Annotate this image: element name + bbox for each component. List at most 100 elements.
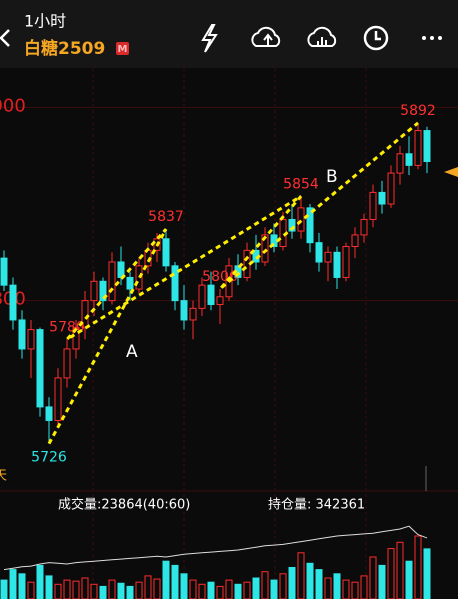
high-label: 5892 (400, 103, 436, 119)
candle-body (198, 284, 206, 309)
volume-bar (189, 579, 197, 599)
volume-bar (270, 579, 278, 599)
volume-bar (90, 583, 98, 599)
volume-bar (36, 564, 44, 599)
volume-bar (378, 564, 386, 599)
candle-body (207, 284, 215, 305)
candle-body (72, 327, 80, 350)
open-interest-line (3, 525, 428, 571)
volume-bar (153, 578, 161, 599)
candle-body (297, 207, 305, 232)
volume-bar (315, 569, 323, 599)
high-label: 5854 (283, 176, 319, 192)
candle-body (315, 242, 323, 263)
wave-label: A (126, 342, 138, 362)
volume-bar (54, 583, 62, 599)
candle-body (378, 191, 386, 205)
volume-bar (9, 569, 17, 599)
candle-body (405, 153, 413, 166)
volume-bar (333, 573, 341, 599)
clock-icon[interactable] (363, 25, 389, 51)
high-label: 5806 (202, 269, 238, 285)
candle-body (387, 172, 395, 205)
cloud-sync-arrow (263, 33, 273, 45)
cloud-indicator-bars (317, 37, 327, 46)
volume-bar (351, 581, 359, 599)
candle-body (324, 251, 332, 263)
volume-bar (207, 581, 215, 599)
volume-bar (135, 581, 143, 599)
clock-hands (374, 31, 381, 41)
volume-bar (72, 580, 80, 599)
volume-bar (81, 577, 89, 599)
cloud-indicator-icon[interactable] (307, 26, 337, 47)
volume-bar (225, 579, 233, 599)
candle-body (36, 329, 44, 408)
volume-bar (216, 585, 224, 599)
candle-body (288, 218, 296, 232)
volume-bar (243, 581, 251, 599)
candle-body (171, 265, 179, 302)
candle-body (333, 251, 341, 278)
volume-bar (360, 575, 368, 599)
candle-body (0, 257, 8, 286)
candle-body (63, 348, 71, 379)
candle-body (54, 377, 62, 421)
candle-body (45, 406, 53, 421)
open-interest-title: 持仓量: 342361 (268, 498, 365, 513)
candle-body (18, 319, 26, 350)
candle-body (306, 207, 314, 244)
candle-body (261, 234, 269, 263)
low-label: 5726 (31, 450, 67, 466)
candle-body (99, 280, 107, 302)
volume-bar (342, 579, 350, 599)
volume-bar (396, 541, 404, 599)
candle-body (90, 280, 98, 302)
candle-body (396, 153, 404, 174)
candle-body (342, 246, 350, 278)
volume-bar (99, 585, 107, 599)
volume-bar (180, 573, 188, 599)
side-note: 天 (0, 469, 7, 484)
volume-bar (117, 582, 125, 599)
candle-body (81, 300, 89, 329)
volume-bar (234, 583, 242, 599)
volume-bar (27, 581, 35, 599)
candle-body (162, 238, 170, 267)
back-button[interactable] (0, 29, 10, 47)
wave-label: B (326, 167, 338, 187)
symbol[interactable]: 白糖2509 (24, 38, 105, 59)
volume-bar (108, 579, 116, 599)
high-label: 5837 (148, 209, 184, 225)
more-icon[interactable] (422, 36, 442, 40)
volume-bar (297, 552, 305, 599)
candle-body (360, 218, 368, 236)
cloud-sync-icon[interactable] (251, 26, 281, 47)
volume-bar (198, 583, 206, 599)
header-bar (0, 0, 458, 68)
volume-bar (45, 575, 53, 599)
time-grid (92, 68, 367, 599)
volume-bar (144, 575, 152, 599)
candle-body (9, 284, 17, 321)
volume-bar (423, 548, 431, 599)
volume-bar (63, 579, 71, 599)
volume-bar (252, 577, 260, 599)
volume-bar (162, 560, 170, 599)
badge-bg (116, 42, 129, 55)
volume-bar (261, 571, 269, 599)
volume-bar (369, 556, 377, 599)
volume-bar (126, 585, 134, 599)
candle-body (216, 296, 224, 305)
price-pointer (444, 167, 458, 177)
badge: M (118, 44, 128, 55)
volume-bar (414, 535, 422, 599)
volume-bar (306, 562, 314, 599)
volume-bar (324, 577, 332, 599)
flash-icon[interactable] (201, 24, 218, 53)
volume-bar (405, 560, 413, 599)
candle-body (369, 191, 377, 220)
period[interactable]: 1小时 (24, 12, 66, 31)
volume-bar (171, 564, 179, 599)
